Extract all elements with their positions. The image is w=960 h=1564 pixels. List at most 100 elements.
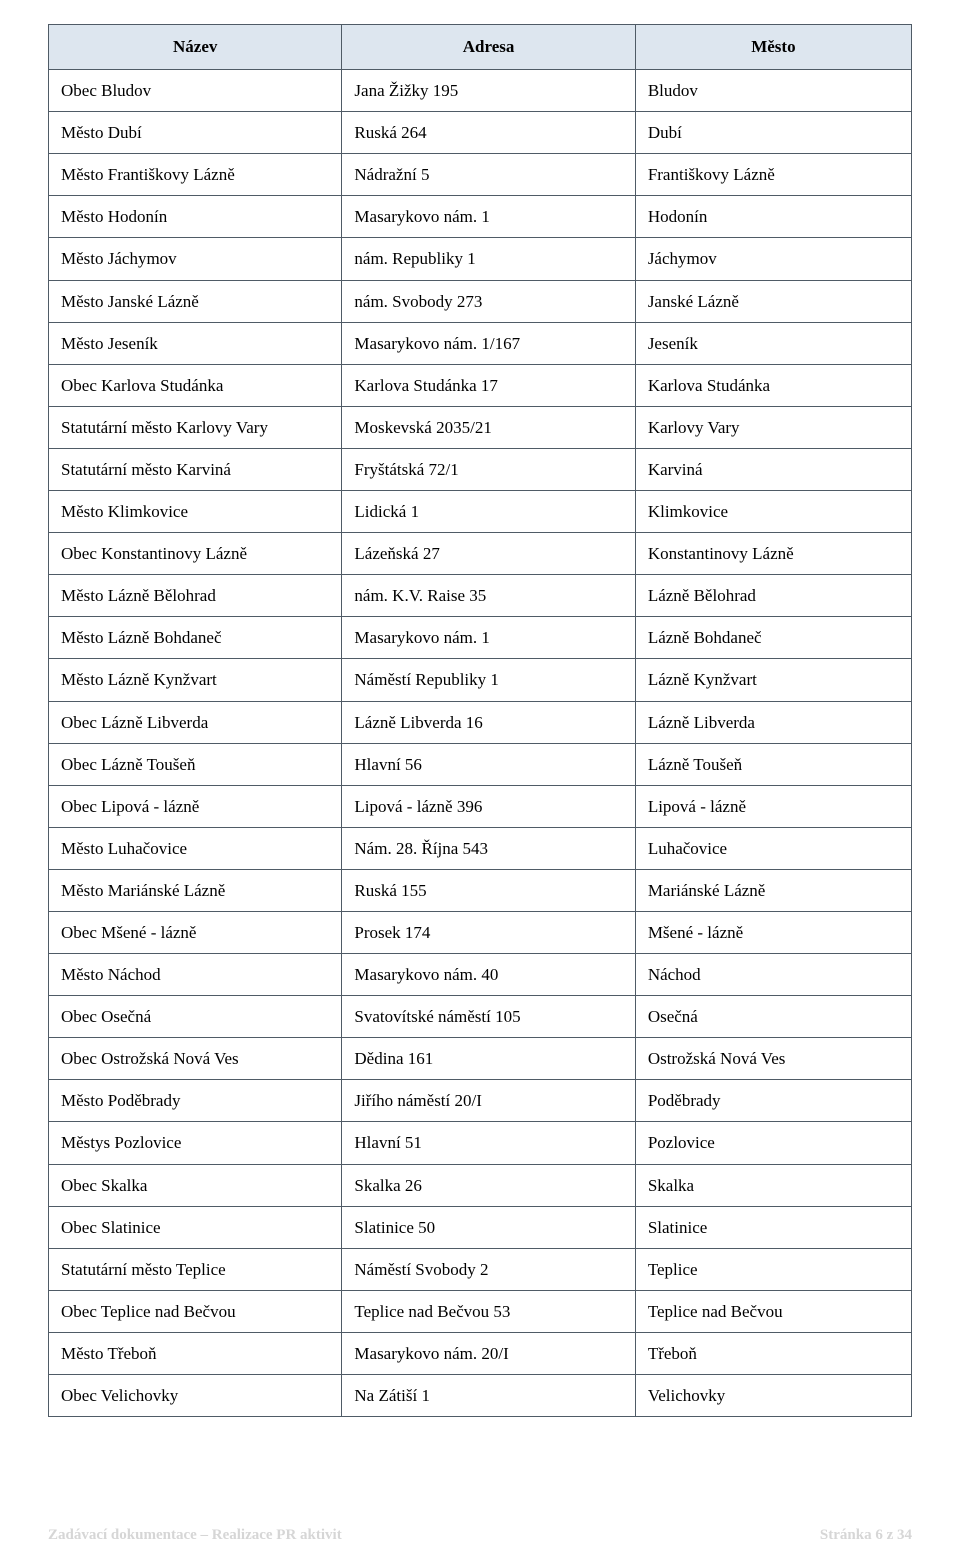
cell-adresa: Jana Žižky 195: [342, 70, 635, 112]
cell-nazev: Město Jáchymov: [49, 238, 342, 280]
cell-mesto: Poděbrady: [635, 1080, 911, 1122]
cell-mesto: Bludov: [635, 70, 911, 112]
table-row: Město DubíRuská 264Dubí: [49, 112, 912, 154]
table-row: Obec Lázně ToušeňHlavní 56Lázně Toušeň: [49, 743, 912, 785]
cell-mesto: Mariánské Lázně: [635, 869, 911, 911]
table-row: Město PoděbradyJiřího náměstí 20/IPoděbr…: [49, 1080, 912, 1122]
cell-mesto: Klimkovice: [635, 491, 911, 533]
cell-nazev: Město Klimkovice: [49, 491, 342, 533]
table-row: Obec Teplice nad BečvouTeplice nad Bečvo…: [49, 1290, 912, 1332]
cell-adresa: Slatinice 50: [342, 1206, 635, 1248]
cell-nazev: Město Jeseník: [49, 322, 342, 364]
municipality-table: Název Adresa Město Obec BludovJana Žižky…: [48, 24, 912, 1417]
cell-nazev: Statutární město Teplice: [49, 1248, 342, 1290]
table-row: Město Jáchymovnám. Republiky 1Jáchymov: [49, 238, 912, 280]
cell-mesto: Náchod: [635, 954, 911, 996]
cell-nazev: Město Dubí: [49, 112, 342, 154]
table-row: Město Janské Lázněnám. Svobody 273Janské…: [49, 280, 912, 322]
cell-mesto: Slatinice: [635, 1206, 911, 1248]
table-row: Obec Ostrožská Nová VesDědina 161Ostrožs…: [49, 1038, 912, 1080]
cell-adresa: Ruská 264: [342, 112, 635, 154]
cell-nazev: Obec Lázně Libverda: [49, 701, 342, 743]
cell-adresa: Nádražní 5: [342, 154, 635, 196]
cell-nazev: Obec Konstantinovy Lázně: [49, 533, 342, 575]
cell-nazev: Obec Lázně Toušeň: [49, 743, 342, 785]
cell-mesto: Luhačovice: [635, 827, 911, 869]
cell-mesto: Ostrožská Nová Ves: [635, 1038, 911, 1080]
cell-mesto: Karviná: [635, 448, 911, 490]
cell-mesto: Lázně Libverda: [635, 701, 911, 743]
table-row: Město Lázně Bělohradnám. K.V. Raise 35Lá…: [49, 575, 912, 617]
cell-adresa: Fryštátská 72/1: [342, 448, 635, 490]
cell-adresa: Masarykovo nám. 20/I: [342, 1332, 635, 1374]
table-row: Město HodonínMasarykovo nám. 1Hodonín: [49, 196, 912, 238]
cell-nazev: Město Hodonín: [49, 196, 342, 238]
cell-adresa: Hlavní 56: [342, 743, 635, 785]
cell-mesto: Karlovy Vary: [635, 406, 911, 448]
cell-nazev: Město Poděbrady: [49, 1080, 342, 1122]
cell-adresa: Moskevská 2035/21: [342, 406, 635, 448]
table-row: Obec Mšené - lázněProsek 174Mšené - lázn…: [49, 911, 912, 953]
page-footer: Zadávací dokumentace – Realizace PR akti…: [48, 1527, 912, 1544]
table-row: Obec SlatiniceSlatinice 50Slatinice: [49, 1206, 912, 1248]
cell-nazev: Obec Ostrožská Nová Ves: [49, 1038, 342, 1080]
cell-mesto: Osečná: [635, 996, 911, 1038]
cell-nazev: Město Luhačovice: [49, 827, 342, 869]
cell-adresa: Náměstí Republiky 1: [342, 659, 635, 701]
table-row: Město TřeboňMasarykovo nám. 20/ITřeboň: [49, 1332, 912, 1374]
cell-nazev: Obec Bludov: [49, 70, 342, 112]
cell-nazev: Obec Karlova Studánka: [49, 364, 342, 406]
cell-nazev: Město Mariánské Lázně: [49, 869, 342, 911]
cell-nazev: Obec Osečná: [49, 996, 342, 1038]
cell-adresa: Lázně Libverda 16: [342, 701, 635, 743]
cell-mesto: Teplice nad Bečvou: [635, 1290, 911, 1332]
cell-mesto: Lázně Toušeň: [635, 743, 911, 785]
table-body: Obec BludovJana Žižky 195BludovMěsto Dub…: [49, 70, 912, 1417]
cell-adresa: Teplice nad Bečvou 53: [342, 1290, 635, 1332]
table-row: Obec SkalkaSkalka 26Skalka: [49, 1164, 912, 1206]
cell-nazev: Obec Lipová - lázně: [49, 785, 342, 827]
cell-mesto: Františkovy Lázně: [635, 154, 911, 196]
cell-adresa: Svatovítské náměstí 105: [342, 996, 635, 1038]
cell-mesto: Velichovky: [635, 1375, 911, 1417]
table-row: Obec Lipová - lázněLipová - lázně 396Lip…: [49, 785, 912, 827]
cell-mesto: Karlova Studánka: [635, 364, 911, 406]
table-row: Statutární město Karlovy VaryMoskevská 2…: [49, 406, 912, 448]
cell-mesto: Teplice: [635, 1248, 911, 1290]
footer-right: Stránka 6 z 34: [820, 1527, 912, 1544]
cell-adresa: Nám. 28. Října 543: [342, 827, 635, 869]
cell-nazev: Město Janské Lázně: [49, 280, 342, 322]
cell-adresa: nám. Svobody 273: [342, 280, 635, 322]
cell-nazev: Statutární město Karlovy Vary: [49, 406, 342, 448]
table-row: Městys PozloviceHlavní 51Pozlovice: [49, 1122, 912, 1164]
table-row: Obec OsečnáSvatovítské náměstí 105Osečná: [49, 996, 912, 1038]
cell-mesto: Janské Lázně: [635, 280, 911, 322]
table-header: Název Adresa Město: [49, 25, 912, 70]
cell-adresa: Skalka 26: [342, 1164, 635, 1206]
cell-adresa: Náměstí Svobody 2: [342, 1248, 635, 1290]
cell-adresa: Masarykovo nám. 1: [342, 617, 635, 659]
cell-mesto: Lázně Bohdaneč: [635, 617, 911, 659]
table-row: Město JeseníkMasarykovo nám. 1/167Jesení…: [49, 322, 912, 364]
cell-adresa: Lázeňská 27: [342, 533, 635, 575]
table-row: Město LuhačoviceNám. 28. Října 543Luhačo…: [49, 827, 912, 869]
cell-nazev: Obec Skalka: [49, 1164, 342, 1206]
table-row: Obec Karlova StudánkaKarlova Studánka 17…: [49, 364, 912, 406]
cell-adresa: Ruská 155: [342, 869, 635, 911]
table-row: Město Lázně KynžvartNáměstí Republiky 1L…: [49, 659, 912, 701]
cell-mesto: Lázně Bělohrad: [635, 575, 911, 617]
cell-adresa: Prosek 174: [342, 911, 635, 953]
cell-adresa: Masarykovo nám. 40: [342, 954, 635, 996]
cell-nazev: Obec Velichovky: [49, 1375, 342, 1417]
header-adresa: Adresa: [342, 25, 635, 70]
cell-mesto: Pozlovice: [635, 1122, 911, 1164]
cell-nazev: Město Lázně Bělohrad: [49, 575, 342, 617]
table-row: Město NáchodMasarykovo nám. 40Náchod: [49, 954, 912, 996]
cell-nazev: Město Františkovy Lázně: [49, 154, 342, 196]
header-mesto: Město: [635, 25, 911, 70]
table-row: Město KlimkoviceLidická 1Klimkovice: [49, 491, 912, 533]
cell-mesto: Lipová - lázně: [635, 785, 911, 827]
cell-nazev: Městys Pozlovice: [49, 1122, 342, 1164]
cell-adresa: Hlavní 51: [342, 1122, 635, 1164]
cell-nazev: Město Náchod: [49, 954, 342, 996]
